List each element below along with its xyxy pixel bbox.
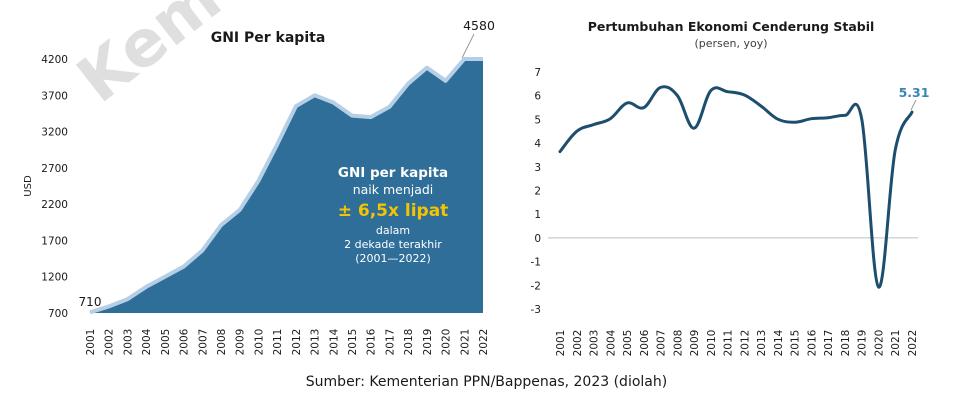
x-tick-label: 2006 — [639, 329, 651, 356]
y-tick-label: 1700 — [41, 235, 68, 247]
x-tick-label: 2013 — [310, 329, 322, 356]
area-fill — [90, 59, 483, 313]
data-label-start: 710 — [79, 295, 102, 309]
y-tick-label: -2 — [531, 280, 541, 292]
x-tick-label: 2007 — [197, 329, 209, 356]
x-tick-label: 2014 — [328, 328, 340, 355]
area-edge-line — [89, 57, 483, 315]
y-tick-label: 4 — [534, 138, 541, 150]
y-tick-label: 3200 — [41, 127, 68, 139]
x-tick-label: 2012 — [739, 330, 751, 357]
x-tick-label: 2015 — [347, 329, 359, 356]
x-tick-label: 2019 — [422, 329, 434, 356]
annotation-line4: 2 dekade terakhir — [344, 238, 442, 251]
x-tick-label: 2017 — [384, 329, 396, 356]
y-tick-label: -3 — [531, 304, 541, 316]
x-tick-label: 2001 — [85, 329, 97, 356]
x-tick-label: 2021 — [459, 329, 471, 356]
y-tick-label: 0 — [534, 233, 541, 245]
x-tick-label: 2021 — [890, 330, 902, 357]
chart-subtitle: (persen, yoy) — [694, 37, 767, 50]
y-tick-label: 1200 — [41, 272, 68, 284]
x-tick-label: 2011 — [272, 329, 284, 356]
x-tick-label: 2008 — [216, 329, 228, 356]
y-tick-label: 3 — [534, 162, 541, 174]
x-tick-label: 2016 — [806, 329, 818, 356]
data-label-leader — [910, 99, 917, 111]
x-tick-label: 2004 — [605, 329, 617, 356]
x-tick-label: 2017 — [823, 330, 835, 357]
x-tick-label: 2007 — [656, 330, 668, 357]
y-tick-label: 2 — [534, 186, 541, 198]
x-tick-label: 2009 — [235, 329, 247, 356]
x-tick-label: 2002 — [572, 330, 584, 357]
x-tick-label: 2003 — [589, 330, 601, 357]
x-tick-label: 2018 — [403, 329, 415, 356]
annotation-line1: GNI per kapita — [338, 165, 448, 181]
annotation-line2: naik menjadi — [353, 182, 434, 197]
x-tick-label: 2006 — [179, 328, 191, 355]
chart-title: GNI Per kapita — [211, 30, 326, 46]
x-tick-label: 2008 — [672, 330, 684, 357]
y-tick-label: 5 — [534, 114, 541, 126]
x-tick-label: 2014 — [773, 329, 785, 356]
x-tick-label: 2011 — [723, 330, 735, 357]
y-tick-label: 4200 — [41, 54, 68, 66]
x-tick-label: 2002 — [104, 329, 116, 356]
x-tick-label: 2012 — [291, 329, 303, 356]
y-tick-label: -1 — [531, 257, 541, 269]
x-tick-label: 2013 — [756, 330, 768, 357]
x-tick-label: 2019 — [857, 330, 869, 357]
y-tick-label: 3700 — [41, 90, 68, 102]
y-tick-label: 2200 — [41, 199, 68, 211]
y-tick-label: 6 — [534, 91, 541, 103]
x-tick-label: 2010 — [706, 330, 718, 357]
x-tick-label: 2020 — [441, 329, 453, 356]
x-tick-label: 2009 — [689, 330, 701, 357]
data-label-end: 5.31 — [899, 85, 930, 100]
x-tick-label: 2020 — [873, 330, 885, 357]
y-tick-label: 1 — [534, 209, 541, 221]
x-tick-label: 2010 — [253, 329, 265, 356]
x-tick-label: 2001 — [555, 330, 567, 357]
gni-per-capita-chart: GNI Per kapita USD 700 1200 1700 2200 2700 3200… — [23, 18, 495, 355]
annotation-line3: dalam — [376, 224, 410, 237]
y-tick-label: 7 — [534, 67, 541, 79]
economic-growth-chart: Pertumbuhan Ekonomi Cenderung Stabil (per… — [531, 19, 930, 356]
x-tick-label: 2015 — [790, 330, 802, 357]
y-tick-label: 2700 — [41, 163, 68, 175]
source-note: Sumber: Kementerian PPN/Bappenas, 2023 (… — [305, 374, 668, 390]
data-label-end: 4580 — [463, 18, 495, 33]
y-tick-label: 700 — [48, 308, 68, 320]
annotation-highlight: ± 6,5x lipat — [338, 201, 449, 221]
x-tick-label: 2005 — [160, 329, 172, 356]
x-tick-label: 2022 — [478, 329, 490, 356]
x-tick-label: 2005 — [622, 330, 634, 357]
growth-series-line — [558, 85, 914, 289]
y-axis-label: USD — [23, 175, 34, 197]
x-tick-label: 2003 — [122, 329, 134, 356]
x-tick-label: 2018 — [840, 330, 852, 357]
charts-canvas: Kementerian GNI Per kapitaUSD70012001700… — [23, 0, 930, 356]
x-tick-label: 2016 — [366, 328, 378, 355]
x-tick-label: 2004 — [141, 328, 153, 355]
data-label-leader — [461, 33, 475, 59]
x-tick-label: 2022 — [907, 330, 919, 357]
annotation-line5: (2001—2022) — [355, 252, 431, 265]
chart-title: Pertumbuhan Ekonomi Cenderung Stabil — [588, 19, 875, 34]
